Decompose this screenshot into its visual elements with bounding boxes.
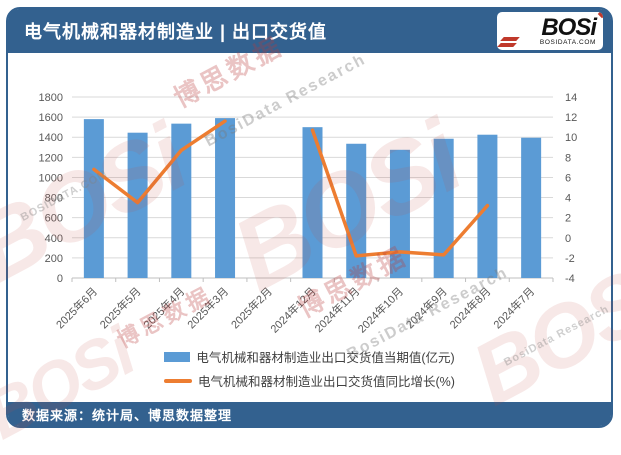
header-bar: 电气机械和器材制造业 | 出口交货值 BOSi BOSIDATA.COM [8, 9, 611, 53]
data-source-text: 数据来源：统计局、博思数据整理 [22, 407, 233, 423]
bar-2024年10月 [389, 149, 410, 278]
legend-swatch-bar [164, 351, 191, 362]
x-axis-label: 2024年8月 [446, 284, 493, 331]
legend-swatch-line [164, 378, 193, 383]
bar-2024年11月 [346, 143, 367, 278]
bosi-logo: BOSi BOSIDATA.COM [497, 12, 603, 50]
right-axis-tick-label: -2 [565, 253, 575, 265]
right-axis-tick-label: 14 [565, 92, 577, 104]
logo-stripe-icon [497, 43, 517, 47]
x-axis-label: 2024年7月 [490, 284, 537, 331]
bar-2025年5月 [127, 132, 148, 278]
right-axis-tick-label: 12 [565, 112, 577, 124]
x-axis-label: 2025年2月 [228, 284, 275, 331]
left-axis-tick-label: 1400 [39, 132, 63, 144]
right-axis-tick-label: 0 [565, 233, 571, 245]
left-axis-tick-label: 200 [45, 253, 63, 265]
logo-stripe-icon [500, 37, 520, 41]
left-axis-tick-label: 0 [57, 273, 63, 285]
x-axis-label: 2024年12月 [267, 284, 318, 335]
line-series [92, 119, 490, 258]
bar-2024年9月 [433, 138, 454, 278]
left-axis-tick-label: 800 [45, 193, 63, 205]
chart-legend: 电气机械和器材制造业出口交货值当期值(亿元) 电气机械和器材制造业出口交货值同比… [8, 347, 611, 390]
footer-bar: 数据来源：统计局、博思数据整理 [8, 402, 611, 426]
logo-red-dot-icon [597, 12, 603, 19]
bar-2025年6月 [83, 119, 104, 278]
logo-brand-text: BOSi [541, 13, 597, 41]
logo-site-text: BOSIDATA.COM [539, 38, 596, 46]
chart-card: 电气机械和器材制造业 | 出口交货值 BOSi BOSIDATA.COM 0 20… [6, 7, 613, 428]
legend-item-bar-series: 电气机械和器材制造业出口交货值当期值(亿元) [164, 347, 455, 366]
right-axis-tick-label: 2 [565, 213, 571, 225]
left-axis-tick-label: 1200 [39, 152, 63, 164]
bar-2024年7月 [521, 137, 542, 278]
right-axis-tick-label: -4 [565, 273, 575, 285]
bar-2025年3月 [215, 118, 236, 278]
legend-label-line-series: 电气机械和器材制造业出口交货值同比增长(%) [198, 375, 455, 389]
left-axis-tick-label: 1600 [39, 112, 63, 124]
x-axis-label: 2025年4月 [140, 284, 187, 331]
left-axis-tick-label: 400 [45, 233, 63, 245]
right-axis-tick-label: 8 [565, 152, 571, 164]
legend-label-bar-series: 电气机械和器材制造业出口交货值当期值(亿元) [196, 351, 455, 365]
bar-2025年4月 [171, 123, 192, 279]
right-axis-tick-label: 10 [565, 132, 577, 144]
left-axis-tick-label: 1800 [39, 92, 63, 104]
x-axis-label: 2024年10月 [355, 284, 406, 335]
bar-2024年12月 [302, 127, 323, 279]
x-axis-label: 2025年6月 [53, 284, 100, 331]
right-axis-tick-label: 4 [565, 193, 571, 205]
x-axis-label: 2024年9月 [403, 284, 450, 331]
right-axis-tick-label: 6 [565, 172, 571, 184]
x-axis-label: 2025年5月 [97, 284, 144, 331]
x-axis-label: 2024年11月 [312, 284, 363, 335]
left-axis-tick-label: 600 [45, 213, 63, 225]
legend-item-line-series: 电气机械和器材制造业出口交货值同比增长(%) [164, 371, 455, 390]
page-title: 电气机械和器材制造业 | 出口交货值 [24, 22, 328, 42]
x-axis-label: 2025年3月 [184, 284, 231, 331]
chart-canvas: 0 200 400 600 800 1000 1200 1400 1600 1800 -4 -2 0 2 4… [39, 92, 578, 336]
left-axis-tick-label: 1000 [39, 172, 63, 184]
